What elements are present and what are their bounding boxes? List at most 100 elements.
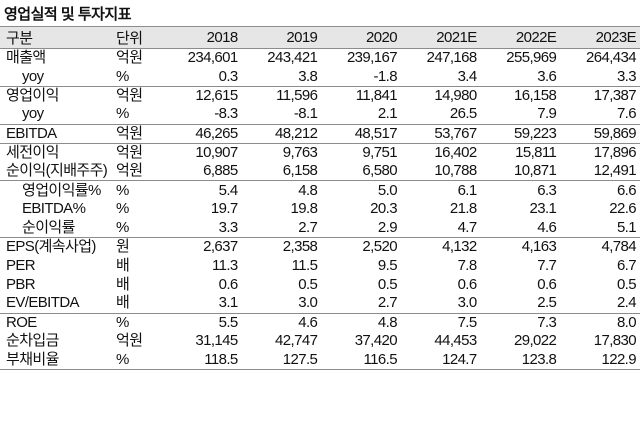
table-cell: 2.9: [377, 218, 398, 236]
table-cell: 23.1: [529, 200, 557, 218]
table-cell: 0.5: [377, 275, 398, 293]
table-cell: 2,520: [321, 237, 401, 257]
table-cell: 264,434: [560, 48, 640, 68]
table-cell: -8.1: [293, 105, 318, 123]
header-unit: 단위: [110, 26, 162, 49]
header-year: 2019: [241, 26, 322, 49]
table-row: PER 배 11.3 11.5 9.5 7.8 7.7 6.7: [0, 256, 640, 275]
table-cell: 123.8: [480, 350, 561, 371]
header-row: 구분 단위 2018 2019 2020 2021E 2022E 2023E: [0, 26, 640, 49]
table-cell: 19.7: [210, 200, 238, 218]
table-cell: 255,969: [480, 48, 561, 68]
row-unit: 억원: [110, 123, 162, 144]
table-cell: 11.5: [291, 256, 318, 274]
row-label: EV/EBITDA: [6, 294, 80, 312]
table-cell: 239,167: [321, 48, 401, 68]
table-cell: 2.7: [377, 294, 398, 312]
table-cell: 10,788: [434, 162, 477, 180]
table-cell: 4.6: [241, 312, 322, 332]
row-unit: %: [116, 67, 129, 85]
table-cell: 48,212: [241, 123, 322, 144]
table-cell: 4.6: [537, 218, 557, 236]
table-cell: 4,163: [480, 237, 561, 257]
row-label: EPS(계속사업): [0, 237, 110, 257]
table-cell: 9,751: [321, 142, 401, 162]
table-cell: 3.1: [218, 294, 239, 312]
row-unit: 억원: [110, 85, 162, 106]
table-cell: 7.8: [457, 256, 478, 274]
table-cell: 3.6: [537, 67, 557, 85]
table-cell: 59,223: [480, 123, 561, 144]
table-cell: 42,747: [275, 332, 318, 350]
table-cell: 0.6: [537, 275, 557, 293]
table-cell: 19.8: [290, 200, 318, 218]
row-label: yoy: [22, 105, 44, 123]
table-cell: 20.3: [370, 200, 397, 218]
table-cell: 6,580: [362, 162, 397, 180]
table-row: 순이익(지배주주) 억원 6,885 6,158 6,580 10,788 10,871 12…: [0, 162, 640, 181]
table-row: 부채비율% 118.5 127.5 116.5 124.7 123.8 122.9: [0, 350, 640, 371]
table-row: 영업이익률%% 5.4 4.8 5.0 6.1 6.3 6.6: [0, 180, 640, 200]
table-cell: 2.4: [616, 294, 637, 312]
table-row: ROE% 5.5 4.6 4.8 7.5 7.3 8.0: [0, 312, 640, 332]
row-unit: %: [116, 105, 129, 123]
table-cell: 127.5: [241, 350, 322, 371]
table-cell: 243,421: [241, 48, 322, 68]
table-cell: 15,811: [480, 142, 561, 162]
table-cell: 44,453: [434, 332, 477, 350]
row-unit: %: [116, 218, 129, 236]
table-cell: 7.3: [480, 312, 561, 332]
table-cell: 0.5: [298, 275, 318, 293]
row-label: EBITDA%: [22, 200, 86, 218]
table-cell: 7.6: [616, 105, 637, 123]
table-cell: 37,420: [354, 332, 398, 350]
row-label: 순이익률: [22, 218, 75, 236]
row-unit: 억원: [116, 332, 143, 350]
row-unit: 배: [116, 256, 130, 274]
table-row: yoy% -8.3 -8.1 2.1 26.5 7.9 7.6: [0, 105, 640, 124]
header-year: 2022E: [480, 26, 561, 49]
table-cell: 17,830: [593, 332, 637, 350]
table-cell: 48,517: [321, 123, 401, 144]
table-cell: 11,596: [241, 85, 322, 106]
table-cell: 10,907: [162, 142, 242, 162]
table-cell: -8.3: [214, 105, 238, 123]
row-unit: 억원: [110, 142, 162, 162]
table-cell: 12,615: [162, 85, 242, 106]
table-cell: -1.8: [373, 67, 398, 85]
table-cell: 122.9: [560, 350, 640, 371]
row-label: 부채비율: [0, 350, 110, 371]
table-cell: 6.6: [560, 180, 640, 200]
table-cell: 3.0: [298, 294, 318, 312]
row-label: PER: [6, 256, 36, 274]
table-cell: 4.7: [457, 218, 478, 236]
table-cell: 5.4: [162, 180, 242, 200]
table-cell: 3.8: [298, 67, 318, 85]
table-cell: 4.8: [241, 180, 322, 200]
row-unit: %: [116, 200, 129, 218]
table-cell: 12,491: [593, 162, 637, 180]
row-unit: %: [110, 350, 162, 371]
table-row: 매출액 억원 234,601 243,421 239,167 247,168 255,969…: [0, 48, 640, 68]
table-cell: 22.6: [609, 200, 636, 218]
table-cell: 53,767: [400, 123, 481, 144]
table-cell: 7.9: [537, 105, 557, 123]
row-unit: %: [110, 180, 162, 200]
table-cell: 2.5: [537, 294, 557, 312]
row-unit: 배: [116, 275, 130, 293]
row-label: 영업이익: [0, 85, 110, 106]
table-cell: 7.5: [400, 312, 481, 332]
header-year: 2018: [162, 26, 242, 49]
table-cell: 124.7: [400, 350, 481, 371]
table-cell: 3.3: [616, 67, 637, 85]
row-unit: 배: [116, 294, 130, 312]
table-cell: 3.3: [218, 218, 239, 236]
table-cell: 5.5: [162, 312, 242, 332]
table-cell: 0.6: [457, 275, 478, 293]
table-cell: 3.4: [457, 67, 478, 85]
table-row: 영업이익 억원 12,615 11,596 11,841 14,980 16,158 17,3…: [0, 85, 640, 106]
table-cell: 9.5: [377, 256, 398, 274]
row-label: yoy: [22, 67, 44, 85]
table-cell: 16,158: [480, 85, 561, 106]
table-cell: 0.5: [616, 275, 637, 293]
